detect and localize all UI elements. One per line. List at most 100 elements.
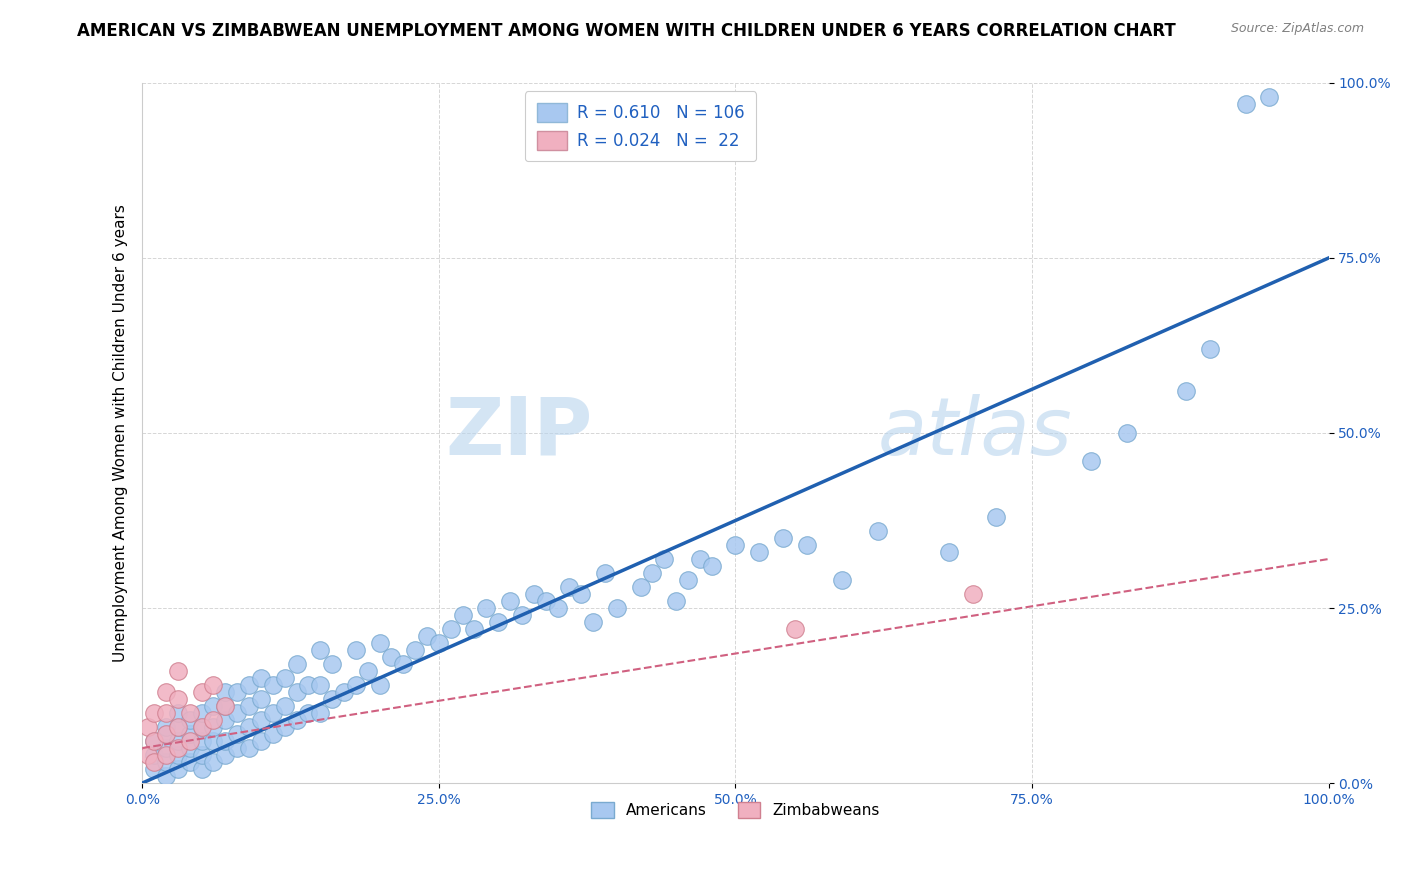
Point (665, 594, 688, 608)
Point (238, 741, 260, 756)
Point (1258, 90, 1281, 104)
Y-axis label: Unemployment Among Women with Children Under 6 years: Unemployment Among Women with Children U… (114, 204, 128, 662)
Point (214, 699, 236, 714)
Point (831, 573, 853, 587)
Point (724, 538, 747, 552)
Point (416, 629, 439, 643)
Point (309, 678, 332, 692)
Point (630, 580, 652, 594)
Point (309, 643, 332, 657)
Point (155, 720, 177, 734)
Point (155, 727, 177, 741)
Point (226, 727, 249, 741)
Point (202, 678, 225, 692)
Legend: Americans, Zimbabweans: Americans, Zimbabweans (585, 797, 886, 824)
Point (1116, 425, 1139, 440)
Point (238, 678, 260, 692)
Point (463, 622, 485, 636)
Point (250, 692, 273, 706)
Text: AMERICAN VS ZIMBABWEAN UNEMPLOYMENT AMONG WOMEN WITH CHILDREN UNDER 6 YEARS CORR: AMERICAN VS ZIMBABWEAN UNEMPLOYMENT AMON… (77, 22, 1175, 40)
Point (226, 741, 249, 756)
Point (190, 734, 212, 748)
Point (547, 601, 569, 615)
Point (167, 720, 190, 734)
Point (344, 678, 367, 692)
Point (250, 734, 273, 748)
Point (451, 607, 474, 622)
Point (214, 685, 236, 699)
Point (167, 734, 190, 748)
Point (143, 755, 166, 769)
Point (652, 552, 675, 566)
Point (582, 615, 605, 629)
Point (368, 636, 391, 650)
Point (179, 713, 201, 727)
Point (167, 741, 190, 756)
Point (523, 587, 546, 601)
Point (938, 545, 960, 559)
Point (1080, 454, 1102, 468)
Point (202, 755, 225, 769)
Point (155, 741, 177, 756)
Point (866, 524, 889, 538)
Point (238, 699, 260, 714)
Point (1199, 342, 1222, 356)
Point (297, 678, 319, 692)
Point (344, 643, 367, 657)
Point (167, 720, 190, 734)
Point (155, 747, 177, 762)
Point (285, 657, 308, 671)
Point (309, 706, 332, 720)
Point (143, 734, 166, 748)
Point (273, 699, 295, 714)
Point (486, 615, 509, 629)
Point (143, 747, 166, 762)
Point (202, 720, 225, 734)
Point (510, 607, 533, 622)
Point (214, 747, 236, 762)
Point (214, 699, 236, 714)
Point (143, 734, 166, 748)
Point (357, 664, 380, 678)
Point (986, 510, 1008, 524)
Point (250, 713, 273, 727)
Point (136, 747, 159, 762)
Point (297, 706, 319, 720)
Point (321, 657, 343, 671)
Point (167, 706, 190, 720)
Point (689, 552, 711, 566)
Point (427, 636, 450, 650)
Point (262, 727, 284, 741)
Point (214, 734, 236, 748)
Point (179, 727, 201, 741)
Point (155, 685, 177, 699)
Point (700, 559, 723, 574)
Point (167, 747, 190, 762)
Point (136, 720, 159, 734)
Point (143, 762, 166, 776)
Point (558, 580, 581, 594)
Point (368, 678, 391, 692)
Point (190, 685, 212, 699)
Point (155, 706, 177, 720)
Point (179, 741, 201, 756)
Point (534, 594, 557, 608)
Point (321, 692, 343, 706)
Point (238, 720, 260, 734)
Point (796, 538, 818, 552)
Point (783, 622, 806, 636)
Point (155, 755, 177, 769)
Point (167, 692, 190, 706)
Point (190, 747, 212, 762)
Point (155, 769, 177, 783)
Point (1175, 384, 1198, 398)
Point (143, 706, 166, 720)
Point (392, 657, 415, 671)
Point (772, 531, 794, 545)
Point (190, 762, 212, 776)
Text: ZIP: ZIP (446, 394, 593, 472)
Point (262, 706, 284, 720)
Point (273, 671, 295, 685)
Point (202, 699, 225, 714)
Point (155, 727, 177, 741)
